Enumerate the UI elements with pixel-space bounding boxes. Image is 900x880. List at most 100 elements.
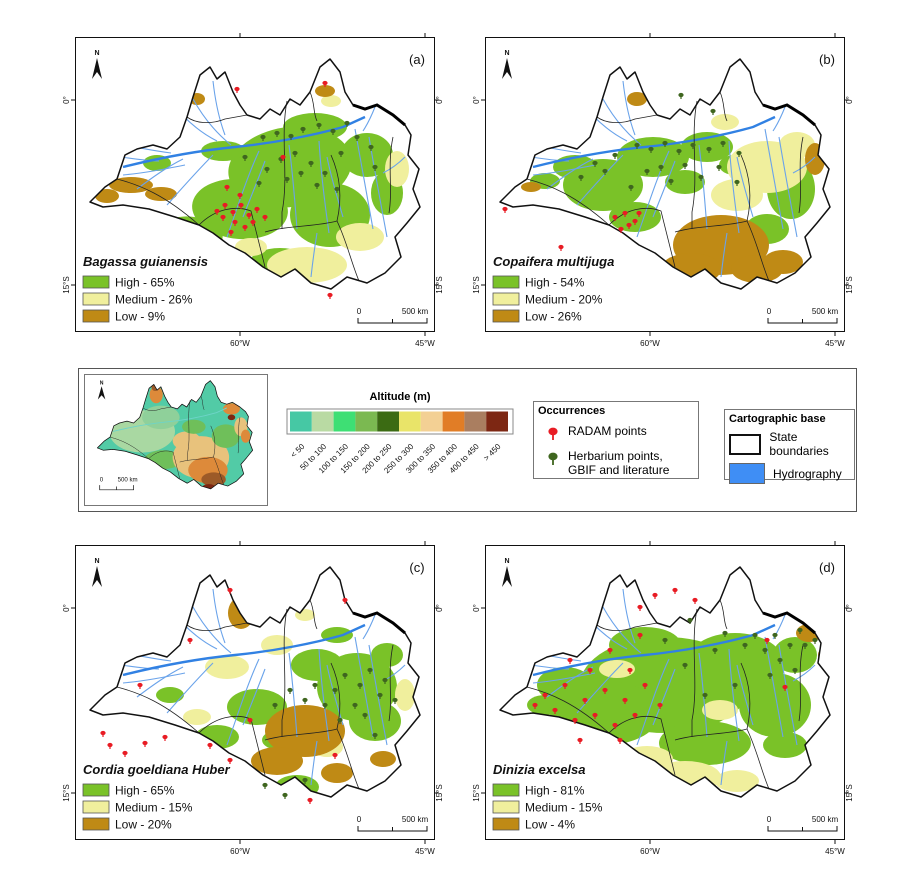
svg-text:0: 0 [357,307,362,316]
axis-label-left-lat-15s: 15°S [62,784,71,801]
inset-scale-zero: 0 [100,476,104,483]
radam-points-layer [100,587,348,804]
herbarium-points-layer [262,667,398,799]
scale-bar: 0 500 km [357,815,428,832]
svg-text:500 km: 500 km [402,307,429,316]
map-panel-c: 60°W 45°W 0° 15°S 0° 15°S N (c) Cordia goeldiana… [62,541,444,856]
svg-text:N: N [94,50,99,57]
occurrences-item-herbarium: Herbarium points, GBIF and literature [538,449,694,478]
axis-label-bottom-lon-60w: 60°W [640,847,660,856]
inset-topo-map: N 0 500 km [84,374,268,506]
panel-letter-b: (b) [819,52,835,67]
species-name: Dinizia excelsa [493,762,586,777]
altitude-swatch-0 [290,411,312,432]
svg-text:0: 0 [767,307,772,316]
herbarium-points-layer [662,617,818,699]
altitude-title: Altitude (m) [369,391,431,403]
class-swatch-high [492,275,520,289]
panel-frame [485,37,845,332]
axis-label-left-lat-15s: 15°S [62,276,71,293]
axis-label-left-lat-15s: 15°S [472,784,481,801]
north-arrow: N [92,50,102,79]
axis-label-bottom-lon-60w: 60°W [230,847,250,856]
panel-frame [75,545,435,840]
species-name: Cordia goeldiana Huber [83,762,231,777]
class-swatch-low [492,309,520,323]
class-label-high: High - 54% [525,276,585,290]
axis-label-right-lat-0: 0° [435,96,444,104]
map-svg-c: 60°W 45°W 0° 15°S 0° 15°S N (c) Cordia goeldiana… [62,541,444,856]
altitude-swatch-8 [464,411,487,432]
inset-scale-bar: 0 500 km [99,476,138,491]
map-panel-b: 60°W 45°W 0° 15°S 0° 15°S N (b) Copaifera multij… [472,33,854,348]
class-swatch-low [82,817,110,831]
altitude-legend: Altitude (m) < 50 50 to 100 100 to 150 150 … [284,391,516,490]
occurrences-title: Occurrences [538,405,606,417]
map-panel-a: 60°W 45°W 0° 15°S 0° 15°S N (a) Bagassa guianens… [62,33,444,348]
map-artwork [89,566,421,804]
axis-label-left-lat-0: 0° [472,96,481,104]
map-artwork [499,566,831,798]
class-swatch-medium [82,292,110,306]
altitude-swatch-6 [420,411,443,432]
class-swatch-medium [492,800,520,814]
inset-map-svg: N 0 500 km [96,380,254,491]
altitude-swatch-3 [355,411,378,432]
axis-label-right-lat-15s: 15°S [435,784,444,801]
axis-label-bottom-lon-45w: 45°W [415,847,435,856]
cartographic-base-legend: Cartographic base State boundaries Hydro… [724,409,855,484]
class-label-medium: Medium - 15% [115,801,193,815]
axis-label-left-lat-0: 0° [62,96,71,104]
axis-label-bottom-lon-60w: 60°W [640,339,660,348]
altitude-swatch-9 [486,411,508,432]
class-swatch-high [82,783,110,797]
axis-label-bottom-lon-45w: 45°W [415,339,435,348]
map-svg-d: 60°W 45°W 0° 15°S 0° 15°S N (d) Dinizia excelsa H… [472,541,854,856]
herbarium-tree-icon [548,452,558,465]
species-name: Bagassa guianensis [83,254,208,269]
axis-label-bottom-lon-45w: 45°W [825,339,845,348]
inset-north-arrow: N [97,380,106,400]
north-arrow: N [502,50,512,79]
herbarium-label: Herbarium points, GBIF and literature [568,449,670,477]
radam-points-layer [502,206,642,251]
altitude-tick-label-0: < 50 [289,442,307,460]
axis-label-left-lat-0: 0° [62,604,71,612]
axis-label-right-lat-0: 0° [845,604,854,612]
class-label-medium: Medium - 20% [525,293,603,307]
class-label-high: High - 65% [115,276,175,290]
occurrences-legend: Occurrences RADAM points Herbarium point… [533,401,699,479]
herbarium-points-layer [242,120,378,193]
state-boundaries-swatch [729,433,762,455]
class-swatch-high [492,783,520,797]
class-label-low: Low - 20% [115,818,172,832]
altitude-swatch-7 [442,411,465,432]
class-swatch-low [492,817,520,831]
central-legend-area: N 0 500 km Altitude (m) < 50 50 to 100 100… [78,368,857,512]
svg-text:N: N [504,50,509,57]
altitude-swatch-1 [311,411,334,432]
svg-text:N: N [504,558,509,565]
radam-points-layer [214,80,333,299]
map-svg-a: 60°W 45°W 0° 15°S 0° 15°S N (a) Bagassa guianens… [62,33,444,348]
axis-label-right-lat-15s: 15°S [845,784,854,801]
scale-bar: 0 500 km [767,815,838,832]
class-swatch-low [82,309,110,323]
map-svg-b: 60°W 45°W 0° 15°S 0° 15°S N (b) Copaifera multij… [472,33,854,348]
class-label-low: Low - 4% [525,818,575,832]
altitude-swatch-4 [377,411,399,432]
altitude-tick-label-9: > 450 [482,442,503,463]
state-boundaries-label: State boundaries [769,430,829,458]
axis-label-bottom-lon-60w: 60°W [230,339,250,348]
inset-map-artwork [96,380,254,490]
species-name: Copaifera multijuga [493,254,614,269]
svg-text:500 km: 500 km [812,307,839,316]
class-swatch-medium [492,292,520,306]
inset-scale-label: 500 km [118,476,138,483]
axis-label-right-lat-15s: 15°S [435,276,444,293]
hydrography-swatch [729,463,765,484]
radam-tree-icon [548,427,558,440]
scale-bar: 0 500 km [357,307,429,324]
